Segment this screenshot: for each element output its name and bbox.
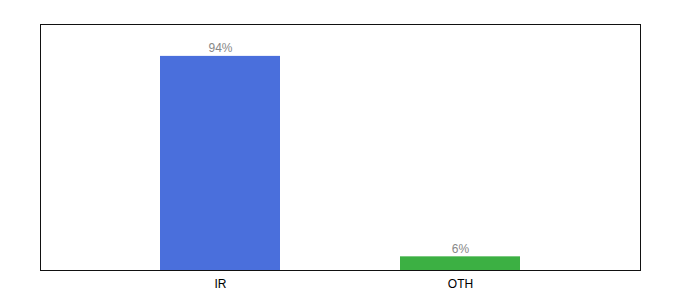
svg-text:OTH: OTH — [448, 277, 473, 291]
svg-text:94%: 94% — [208, 41, 232, 55]
svg-text:6%: 6% — [452, 242, 470, 256]
svg-text:IR: IR — [215, 277, 227, 291]
